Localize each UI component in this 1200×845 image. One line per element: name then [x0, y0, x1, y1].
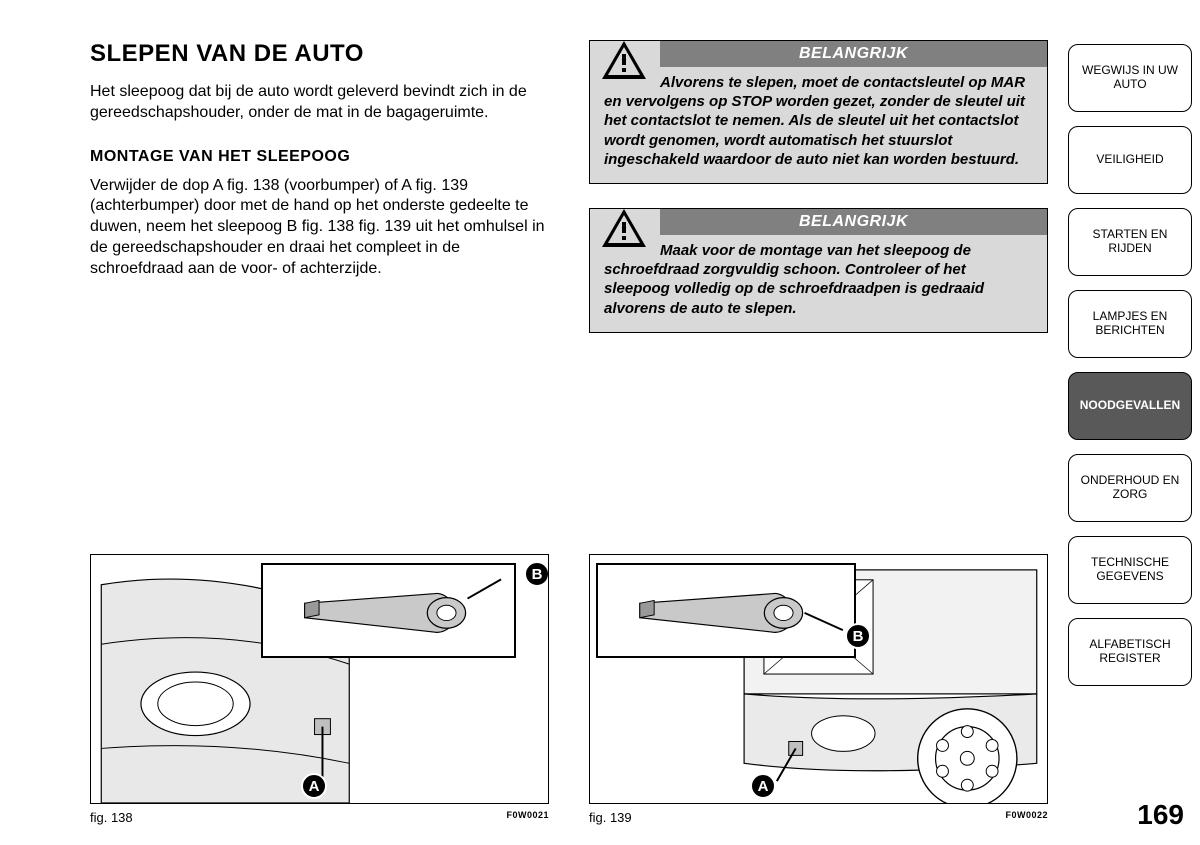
section-heading: MONTAGE VAN HET SLEEPOOG: [90, 148, 549, 166]
warning-header: BELANGRIJK: [660, 41, 1047, 67]
warning-header: BELANGRIJK: [660, 209, 1047, 235]
warning-box-1: BELANGRIJK Alvorens te slepen, moet de c…: [589, 40, 1048, 184]
fig-code: F0W0021: [506, 810, 549, 825]
content-area: SLEPEN VAN DE AUTO Het sleepoog dat bij …: [0, 0, 1068, 845]
manual-page: SLEPEN VAN DE AUTO Het sleepoog dat bij …: [0, 0, 1200, 845]
chapter-tabs: WEGWIJS IN UW AUTO VEILIGHEID STARTEN EN…: [1068, 0, 1200, 845]
callout-a: A: [750, 773, 776, 799]
tab-noodgevallen[interactable]: NOODGEVALLEN: [1068, 372, 1192, 440]
figure-138-caption: fig. 138 F0W0021: [90, 810, 549, 825]
tab-register[interactable]: ALFABETISCH REGISTER: [1068, 618, 1192, 686]
inset-tow-eye: [261, 563, 516, 658]
warning-text: Alvorens te slepen, moet de contactsleut…: [604, 74, 1025, 168]
figure-139-caption: fig. 139 F0W0022: [589, 810, 1048, 825]
tab-veiligheid[interactable]: VEILIGHEID: [1068, 126, 1192, 194]
callout-b: B: [845, 623, 871, 649]
figure-139-image: B A: [589, 554, 1048, 804]
page-number: 169: [1137, 799, 1184, 831]
intro-paragraph: Het sleepoog dat bij de auto wordt gelev…: [90, 82, 549, 124]
fig-number: fig. 138: [90, 810, 133, 825]
figure-139: B A fig. 139 F0W0022: [589, 554, 1048, 825]
tab-lampjes[interactable]: LAMPJES EN BERICHTEN: [1068, 290, 1192, 358]
tab-technische[interactable]: TECHNISCHE GEGEVENS: [1068, 536, 1192, 604]
callout-a: A: [301, 773, 327, 799]
left-column: SLEPEN VAN DE AUTO Het sleepoog dat bij …: [90, 40, 559, 825]
body-paragraph: Verwijder de dop A fig. 138 (voorbumper)…: [90, 176, 549, 280]
warning-body: Maak voor de montage van het sleepoog de…: [590, 235, 1047, 332]
warning-text: Maak voor de montage van het sleepoog de…: [604, 242, 984, 317]
figure-row-right: B A fig. 139 F0W0022: [589, 524, 1048, 825]
warning-triangle-icon: [600, 39, 648, 81]
tab-onderhoud[interactable]: ONDERHOUD EN ZORG: [1068, 454, 1192, 522]
right-column: BELANGRIJK Alvorens te slepen, moet de c…: [589, 40, 1048, 825]
warning-body: Alvorens te slepen, moet de contactsleut…: [590, 67, 1047, 183]
tab-starten[interactable]: STARTEN EN RIJDEN: [1068, 208, 1192, 276]
fig-code: F0W0022: [1005, 810, 1048, 825]
tab-wegwijs[interactable]: WEGWIJS IN UW AUTO: [1068, 44, 1192, 112]
callout-b: B: [524, 561, 549, 587]
figure-138: B A fig. 138 F0W0021: [90, 554, 549, 825]
inset-tow-eye: [596, 563, 856, 658]
figure-138-image: B A: [90, 554, 549, 804]
page-title: SLEPEN VAN DE AUTO: [90, 40, 549, 68]
warning-triangle-icon: [600, 207, 648, 249]
figure-row-left: B A fig. 138 F0W0021: [90, 524, 549, 825]
warning-box-2: BELANGRIJK Maak voor de montage van het …: [589, 208, 1048, 333]
fig-number: fig. 139: [589, 810, 632, 825]
